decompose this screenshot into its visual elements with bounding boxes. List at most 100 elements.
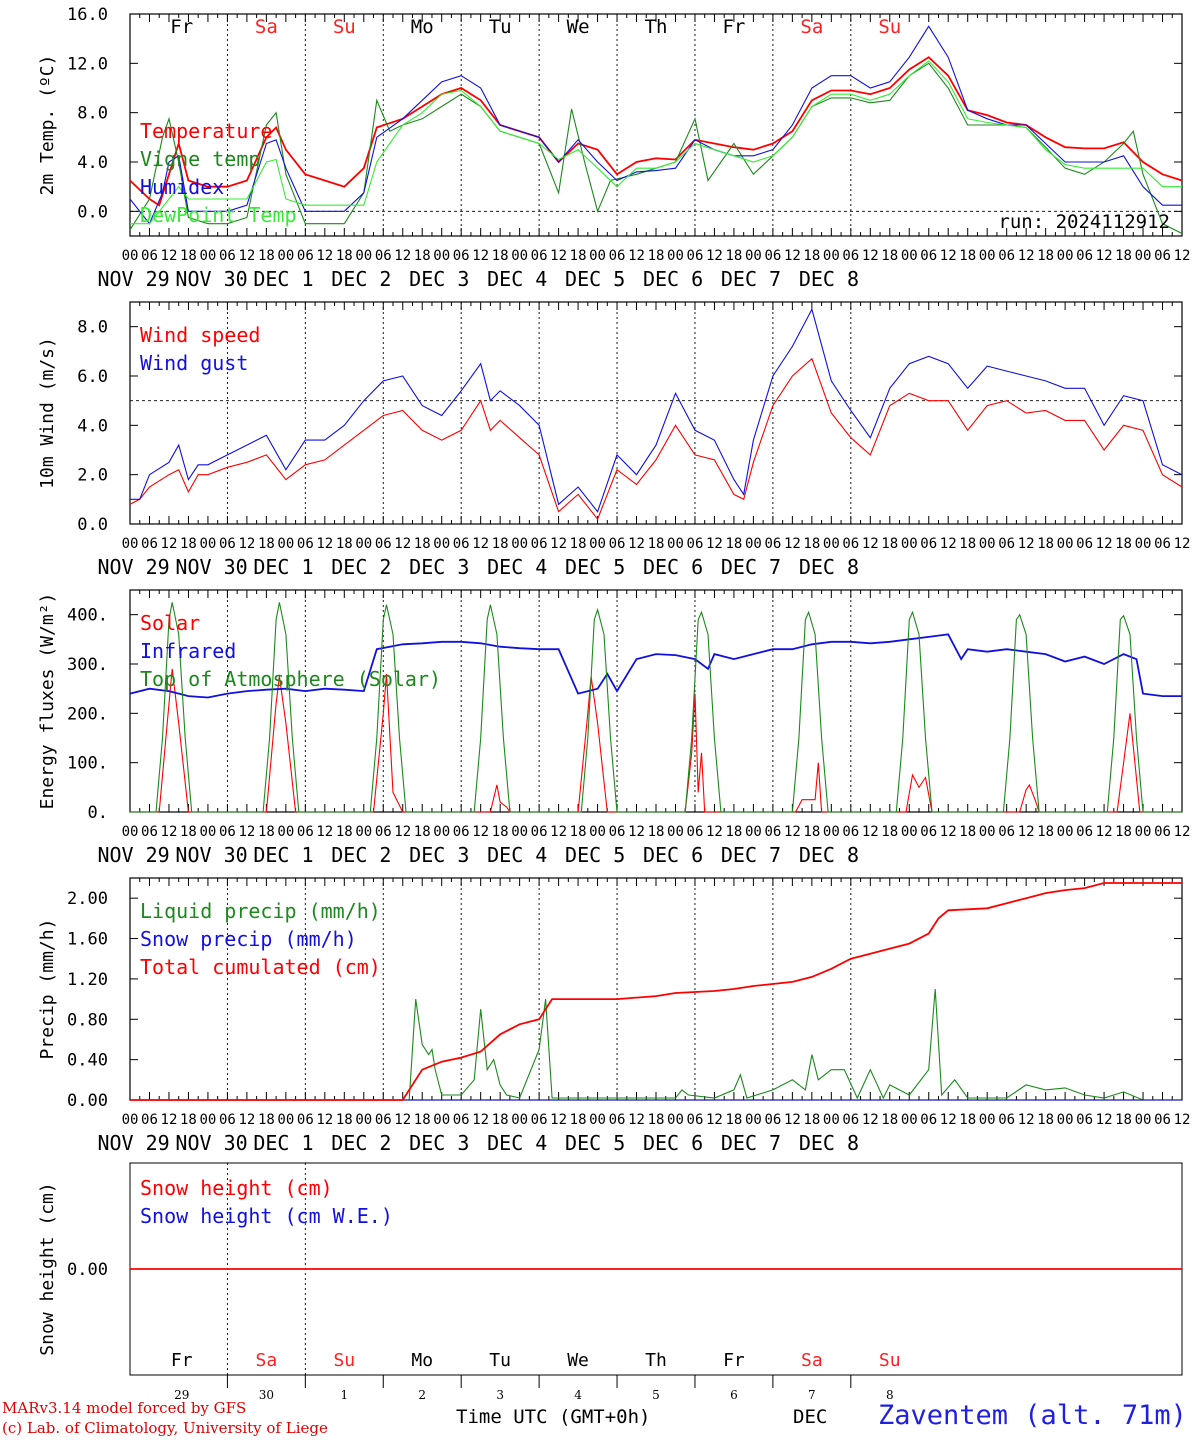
x-hour-label: 12 — [161, 536, 178, 552]
x-hour-label: 06 — [998, 536, 1015, 552]
x-hour-label: 12 — [1096, 248, 1113, 264]
day-number-label: 7 — [808, 1388, 816, 1402]
x-hour-label: 06 — [1154, 824, 1171, 840]
x-hour-label: 12 — [1174, 536, 1191, 552]
x-hour-label: 06 — [998, 1112, 1015, 1128]
x-hour-label: 06 — [531, 1112, 548, 1128]
x-hour-label: 00 — [122, 1112, 139, 1128]
x-hour-label: 12 — [862, 536, 879, 552]
x-hour-label: 06 — [297, 536, 314, 552]
x-date-label: DEC 7 — [721, 1131, 781, 1155]
x-hour-label: 18 — [881, 824, 898, 840]
x-hour-label: 12 — [1096, 1112, 1113, 1128]
x-hour-label: 12 — [1096, 536, 1113, 552]
x-hour-label: 06 — [297, 1112, 314, 1128]
month-label: DEC — [793, 1406, 828, 1428]
x-hour-label: 00 — [1135, 536, 1152, 552]
x-hour-label: 06 — [764, 536, 781, 552]
x-hour-label: 00 — [511, 536, 528, 552]
x-hour-label: 00 — [589, 248, 606, 264]
x-hour-label: 12 — [238, 824, 255, 840]
weekday-label: Su — [333, 1350, 355, 1371]
x-hour-label: 00 — [589, 1112, 606, 1128]
x-hour-label: 00 — [433, 824, 450, 840]
x-hour-label: 12 — [706, 1112, 723, 1128]
x-hour-label: 12 — [394, 824, 411, 840]
weekday-label: Th — [645, 1350, 667, 1371]
x-hour-label: 12 — [940, 1112, 957, 1128]
x-date-label: DEC 6 — [643, 1131, 703, 1155]
x-hour-label: 06 — [219, 248, 236, 264]
x-hour-label: 18 — [180, 1112, 197, 1128]
x-hour-label: 18 — [1037, 824, 1054, 840]
x-hour-label: 06 — [375, 1112, 392, 1128]
y-axis-label: Energy fluxes (W/m²) — [37, 593, 58, 810]
x-hour-label: 12 — [1018, 824, 1035, 840]
y-tick-label: 300. — [67, 655, 108, 675]
x-hour-label: 18 — [336, 1112, 353, 1128]
x-hour-label: 12 — [316, 1112, 333, 1128]
x-date-label: NOV 30 — [175, 1131, 247, 1155]
x-hour-label: 00 — [745, 1112, 762, 1128]
x-date-label: DEC 6 — [643, 555, 703, 579]
x-hour-label: 06 — [297, 248, 314, 264]
x-hour-label: 18 — [570, 824, 587, 840]
x-hour-label: 06 — [998, 248, 1015, 264]
y-tick-label: 8.0 — [77, 318, 108, 338]
x-hour-label: 00 — [1057, 536, 1074, 552]
legend-entry: Wind speed — [140, 323, 260, 347]
x-hour-label: 12 — [550, 248, 567, 264]
x-hour-label: 18 — [258, 536, 275, 552]
x-hour-label: 12 — [706, 536, 723, 552]
x-hour-label: 00 — [277, 248, 294, 264]
series-line — [129, 357, 1183, 521]
x-hour-label: 00 — [355, 824, 372, 840]
x-date-label: NOV 29 — [97, 843, 169, 867]
weekday-label: Fr — [171, 1350, 193, 1371]
x-hour-label: 00 — [979, 1112, 996, 1128]
x-hour-label: 00 — [277, 824, 294, 840]
y-tick-label: 0.0 — [77, 202, 108, 222]
x-hour-label: 18 — [1037, 248, 1054, 264]
x-hour-label: 12 — [628, 824, 645, 840]
x-hour-label: 00 — [745, 248, 762, 264]
x-hour-label: 12 — [940, 824, 957, 840]
x-hour-label: 00 — [199, 248, 216, 264]
day-number-label: 29 — [174, 1388, 189, 1402]
x-axis-title: Time UTC (GMT+0h) — [456, 1406, 651, 1428]
x-hour-label: 18 — [803, 1112, 820, 1128]
x-hour-label: 12 — [706, 248, 723, 264]
x-hour-label: 00 — [122, 248, 139, 264]
x-hour-label: 06 — [764, 824, 781, 840]
weekday-label: Fr — [723, 1350, 745, 1371]
x-hour-label: 18 — [803, 248, 820, 264]
x-date-label: DEC 3 — [409, 555, 469, 579]
series-line — [129, 25, 1182, 225]
y-tick-label: 16.0 — [67, 5, 108, 25]
x-hour-label: 18 — [570, 248, 587, 264]
x-hour-label: 18 — [414, 1112, 431, 1128]
x-hour-label: 00 — [1057, 824, 1074, 840]
x-hour-label: 00 — [355, 1112, 372, 1128]
y-tick-label: 0.00 — [67, 1260, 108, 1280]
x-date-label: DEC 1 — [253, 267, 313, 291]
x-hour-label: 12 — [238, 248, 255, 264]
y-tick-label: 2.00 — [67, 889, 108, 909]
x-hour-label: 18 — [258, 1112, 275, 1128]
x-hour-label: 06 — [531, 248, 548, 264]
x-date-label: DEC 6 — [643, 267, 703, 291]
x-hour-label: 12 — [472, 1112, 489, 1128]
x-hour-label: 12 — [550, 824, 567, 840]
x-date-label: DEC 4 — [487, 267, 547, 291]
x-hour-label: 12 — [550, 536, 567, 552]
x-hour-label: 00 — [667, 824, 684, 840]
x-hour-label: 00 — [1135, 1112, 1152, 1128]
x-hour-label: 06 — [453, 1112, 470, 1128]
x-hour-label: 18 — [959, 248, 976, 264]
x-hour-label: 18 — [570, 1112, 587, 1128]
y-tick-label: 4.0 — [77, 416, 108, 436]
x-hour-label: 12 — [550, 1112, 567, 1128]
x-hour-label: 12 — [1018, 536, 1035, 552]
y-tick-label: 0.80 — [67, 1010, 108, 1030]
x-hour-label: 18 — [414, 248, 431, 264]
